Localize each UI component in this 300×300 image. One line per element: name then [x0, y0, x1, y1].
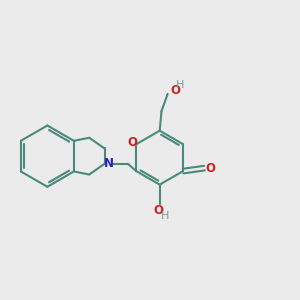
- Text: O: O: [206, 162, 216, 175]
- Text: O: O: [170, 84, 180, 98]
- Text: O: O: [154, 205, 164, 218]
- Text: N: N: [104, 157, 114, 170]
- Text: H: H: [176, 80, 185, 90]
- Text: O: O: [127, 136, 137, 149]
- Text: H: H: [160, 212, 169, 221]
